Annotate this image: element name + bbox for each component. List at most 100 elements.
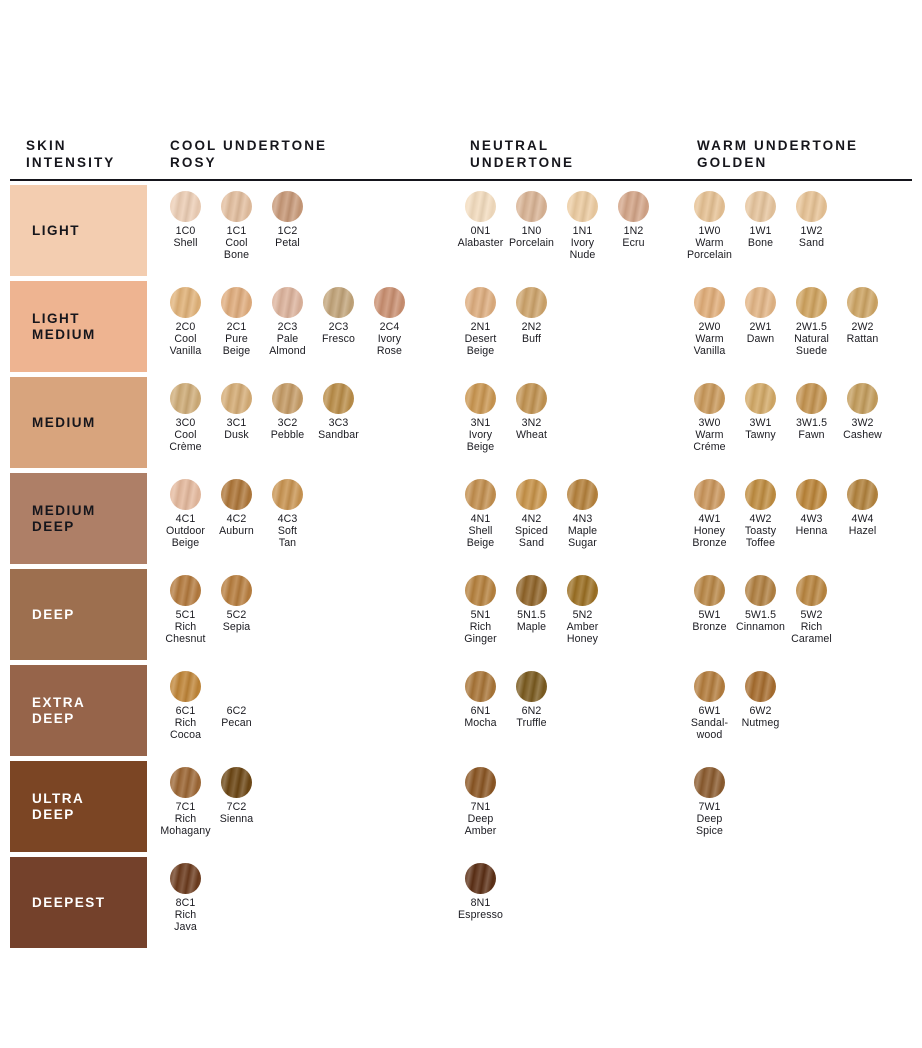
shade-swatch-4w1-honey-bronze[interactable]: 4W1 Honey Bronze: [684, 473, 735, 549]
undertone-group-neutral: 2N1 Desert Beige 2N2 Buff: [455, 281, 557, 357]
shade-caption: 4N2 Spiced Sand: [515, 513, 548, 549]
intensity-block-light-medium[interactable]: LIGHT MEDIUM: [10, 281, 147, 372]
intensity-block-deep[interactable]: DEEP: [10, 569, 147, 660]
intensity-block-extra-deep[interactable]: EXTRA DEEP: [10, 665, 147, 756]
shade-swatch-7c2-sienna[interactable]: 7C2 Sienna: [211, 761, 262, 837]
shade-swatch-3n2-wheat[interactable]: 3N2 Wheat: [506, 377, 557, 453]
shade-swatch-3c1-dusk[interactable]: 3C1 Dusk: [211, 377, 262, 453]
swatch-circle-icon: [516, 383, 547, 414]
shade-swatch-6w1-sandal-wood[interactable]: 6W1 Sandal- wood: [684, 665, 735, 741]
shade-caption: 5W1.5 Cinnamon: [735, 609, 786, 633]
swatch-circle-icon: [847, 383, 878, 414]
undertone-group-neutral: 7N1 Deep Amber: [455, 761, 506, 837]
shade-swatch-4w4-hazel[interactable]: 4W4 Hazel: [837, 473, 888, 549]
shade-swatch-2n2-buff[interactable]: 2N2 Buff: [506, 281, 557, 357]
shade-swatch-6n1-mocha[interactable]: 6N1 Mocha: [455, 665, 506, 730]
intensity-block-medium[interactable]: MEDIUM: [10, 377, 147, 468]
shade-caption: 3W2 Cashew: [843, 417, 882, 441]
shade-swatch-2w1-dawn[interactable]: 2W1 Dawn: [735, 281, 786, 357]
swatch-circle-icon: [694, 191, 725, 222]
shade-swatch-1n2-ecru[interactable]: 1N2 Ecru: [608, 185, 659, 261]
shade-swatch-3n1-ivory-beige[interactable]: 3N1 Ivory Beige: [455, 377, 506, 453]
shade-swatch-3w1-tawny[interactable]: 3W1 Tawny: [735, 377, 786, 453]
shade-swatch-0n1-alabaster[interactable]: 0N1 Alabaster: [455, 185, 506, 261]
shade-swatch-2c0-cool-vanilla[interactable]: 2C0 Cool Vanilla: [160, 281, 211, 357]
shade-swatch-7c1-rich-mohagany[interactable]: 7C1 Rich Mohagany: [160, 761, 211, 837]
shade-swatch-1w1-bone[interactable]: 1W1 Bone: [735, 185, 786, 261]
intensity-row-deep: DEEP 5C1 Rich Chesnut 5C2 Sepia 5N1 Rich Gi…: [0, 569, 922, 665]
shade-swatch-4n2-spiced-sand[interactable]: 4N2 Spiced Sand: [506, 473, 557, 549]
shade-swatch-5n2-amber-honey[interactable]: 5N2 Amber Honey: [557, 569, 608, 645]
shade-swatch-3w1-5-fawn[interactable]: 3W1.5 Fawn: [786, 377, 837, 453]
shade-swatch-6c1-rich-cocoa[interactable]: 6C1 Rich Cocoa: [160, 665, 211, 741]
shade-swatch-5w1-bronze[interactable]: 5W1 Bronze: [684, 569, 735, 645]
shade-swatch-1c2-petal[interactable]: 1C2 Petal: [262, 185, 313, 261]
shade-swatch-4c3-soft-tan[interactable]: 4C3 Soft Tan: [262, 473, 313, 549]
shade-swatch-2w0-warm-vanilla[interactable]: 2W0 Warm Vanilla: [684, 281, 735, 357]
shade-swatch-5n1-5-maple[interactable]: 5N1.5 Maple: [506, 569, 557, 645]
shade-swatch-5w1-5-cinnamon[interactable]: 5W1.5 Cinnamon: [735, 569, 786, 645]
shade-swatch-4w3-henna[interactable]: 4W3 Henna: [786, 473, 837, 549]
intensity-row-medium: MEDIUM 3C0 Cool Crème 3C1 Dusk 3C2 Pebble 3C…: [0, 377, 922, 473]
intensity-block-ultra-deep[interactable]: ULTRA DEEP: [10, 761, 147, 852]
shade-caption: 6W1 Sandal- wood: [690, 705, 729, 741]
undertone-group-cool: 4C1 Outdoor Beige 4C2 Auburn 4C3 Soft Tan: [160, 473, 313, 549]
swatch-circle-icon: [221, 479, 252, 510]
shade-swatch-5w2-rich-caramel[interactable]: 5W2 Rich Caramel: [786, 569, 837, 645]
swatch-circle-icon: [170, 191, 201, 222]
shade-swatch-1c0-shell[interactable]: 1C0 Shell: [160, 185, 211, 261]
swatch-circle-icon: [516, 479, 547, 510]
intensity-row-medium-deep: MEDIUM DEEP 4C1 Outdoor Beige 4C2 Auburn 4C…: [0, 473, 922, 569]
shade-swatch-4c2-auburn[interactable]: 4C2 Auburn: [211, 473, 262, 549]
swatch-circle-icon: [516, 575, 547, 606]
intensity-block-medium-deep[interactable]: MEDIUM DEEP: [10, 473, 147, 564]
shade-caption: 5N2 Amber Honey: [566, 609, 599, 645]
shade-swatch-6n2-truffle[interactable]: 6N2 Truffle: [506, 665, 557, 730]
swatch-circle-icon: [221, 575, 252, 606]
shade-swatch-1n0-porcelain[interactable]: 1N0 Porcelain: [506, 185, 557, 261]
column-header-row: SKIN INTENSITY COOL UNDERTONE ROSY NEUTR…: [0, 138, 922, 180]
shade-swatch-7w1-deep-spice[interactable]: 7W1 Deep Spice: [684, 761, 735, 837]
swatch-circle-icon: [465, 383, 496, 414]
shade-swatch-5c2-sepia[interactable]: 5C2 Sepia: [211, 569, 262, 645]
shade-swatch-1w0-warm-porcelain[interactable]: 1W0 Warm Porcelain: [684, 185, 735, 261]
shade-swatch-8c1-rich-java[interactable]: 8C1 Rich Java: [160, 857, 211, 933]
shade-swatch-3c2-pebble[interactable]: 3C2 Pebble: [262, 377, 313, 453]
shade-swatch-4n1-shell-beige[interactable]: 4N1 Shell Beige: [455, 473, 506, 549]
shade-swatch-2n1-desert-beige[interactable]: 2N1 Desert Beige: [455, 281, 506, 357]
swatch-circle-icon: [745, 479, 776, 510]
shade-swatch-5c1-rich-chesnut[interactable]: 5C1 Rich Chesnut: [160, 569, 211, 645]
shade-swatch-5n1-rich-ginger[interactable]: 5N1 Rich Ginger: [455, 569, 506, 645]
shade-swatch-1w2-sand[interactable]: 1W2 Sand: [786, 185, 837, 261]
shade-swatch-1n1-ivory-nude[interactable]: 1N1 Ivory Nude: [557, 185, 608, 261]
shade-caption: 3C0 Cool Crème: [169, 417, 202, 453]
shade-caption: 2W1.5 Natural Suede: [794, 321, 829, 357]
column-header-warm-undertone: WARM UNDERTONE GOLDEN: [697, 138, 859, 170]
intensity-block-light[interactable]: LIGHT: [10, 185, 147, 276]
shade-swatch-2c3-pale-almond[interactable]: 2C3 Pale Almond: [262, 281, 313, 357]
shade-swatch-2w2-rattan[interactable]: 2W2 Rattan: [837, 281, 888, 357]
shade-swatch-4n3-maple-sugar[interactable]: 4N3 Maple Sugar: [557, 473, 608, 549]
shade-swatch-2c3-fresco[interactable]: 2C3 Fresco: [313, 281, 364, 357]
intensity-block-deepest[interactable]: DEEPEST: [10, 857, 147, 948]
swatch-circle-icon: [567, 575, 598, 606]
shade-swatch-3c3-sandbar[interactable]: 3C3 Sandbar: [313, 377, 364, 453]
shade-swatch-3w0-warm-cr-me[interactable]: 3W0 Warm Créme: [684, 377, 735, 453]
shade-swatch-7n1-deep-amber[interactable]: 7N1 Deep Amber: [455, 761, 506, 837]
shade-swatch-6c2-pecan[interactable]: 6C2 Pecan: [211, 665, 262, 741]
swatch-circle-icon: [847, 287, 878, 318]
shade-swatch-2w1-5-natural-suede[interactable]: 2W1.5 Natural Suede: [786, 281, 837, 357]
shade-swatch-2c4-ivory-rose[interactable]: 2C4 Ivory Rose: [364, 281, 415, 357]
shade-swatch-8n1-espresso[interactable]: 8N1 Espresso: [455, 857, 506, 922]
swatch-circle-icon: [694, 767, 725, 798]
shade-caption: 4C3 Soft Tan: [277, 513, 298, 549]
shade-swatch-2c1-pure-beige[interactable]: 2C1 Pure Beige: [211, 281, 262, 357]
shade-swatch-4w2-toasty-toffee[interactable]: 4W2 Toasty Toffee: [735, 473, 786, 549]
shade-swatch-1c1-cool-bone[interactable]: 1C1 Cool Bone: [211, 185, 262, 261]
shade-swatch-3c0-cool-cr-me[interactable]: 3C0 Cool Crème: [160, 377, 211, 453]
undertone-group-cool: 8C1 Rich Java: [160, 857, 211, 933]
shade-swatch-3w2-cashew[interactable]: 3W2 Cashew: [837, 377, 888, 453]
shade-caption: 7N1 Deep Amber: [464, 801, 497, 837]
shade-swatch-4c1-outdoor-beige[interactable]: 4C1 Outdoor Beige: [160, 473, 211, 549]
shade-swatch-6w2-nutmeg[interactable]: 6W2 Nutmeg: [735, 665, 786, 741]
